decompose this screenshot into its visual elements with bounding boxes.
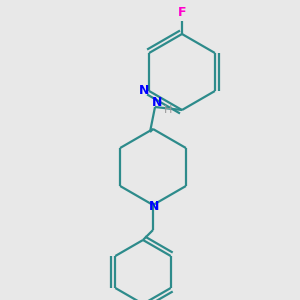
Text: N: N (149, 200, 159, 212)
Text: F: F (178, 7, 186, 20)
Text: H: H (164, 105, 172, 115)
Text: N: N (152, 97, 162, 110)
Text: N: N (139, 85, 149, 98)
